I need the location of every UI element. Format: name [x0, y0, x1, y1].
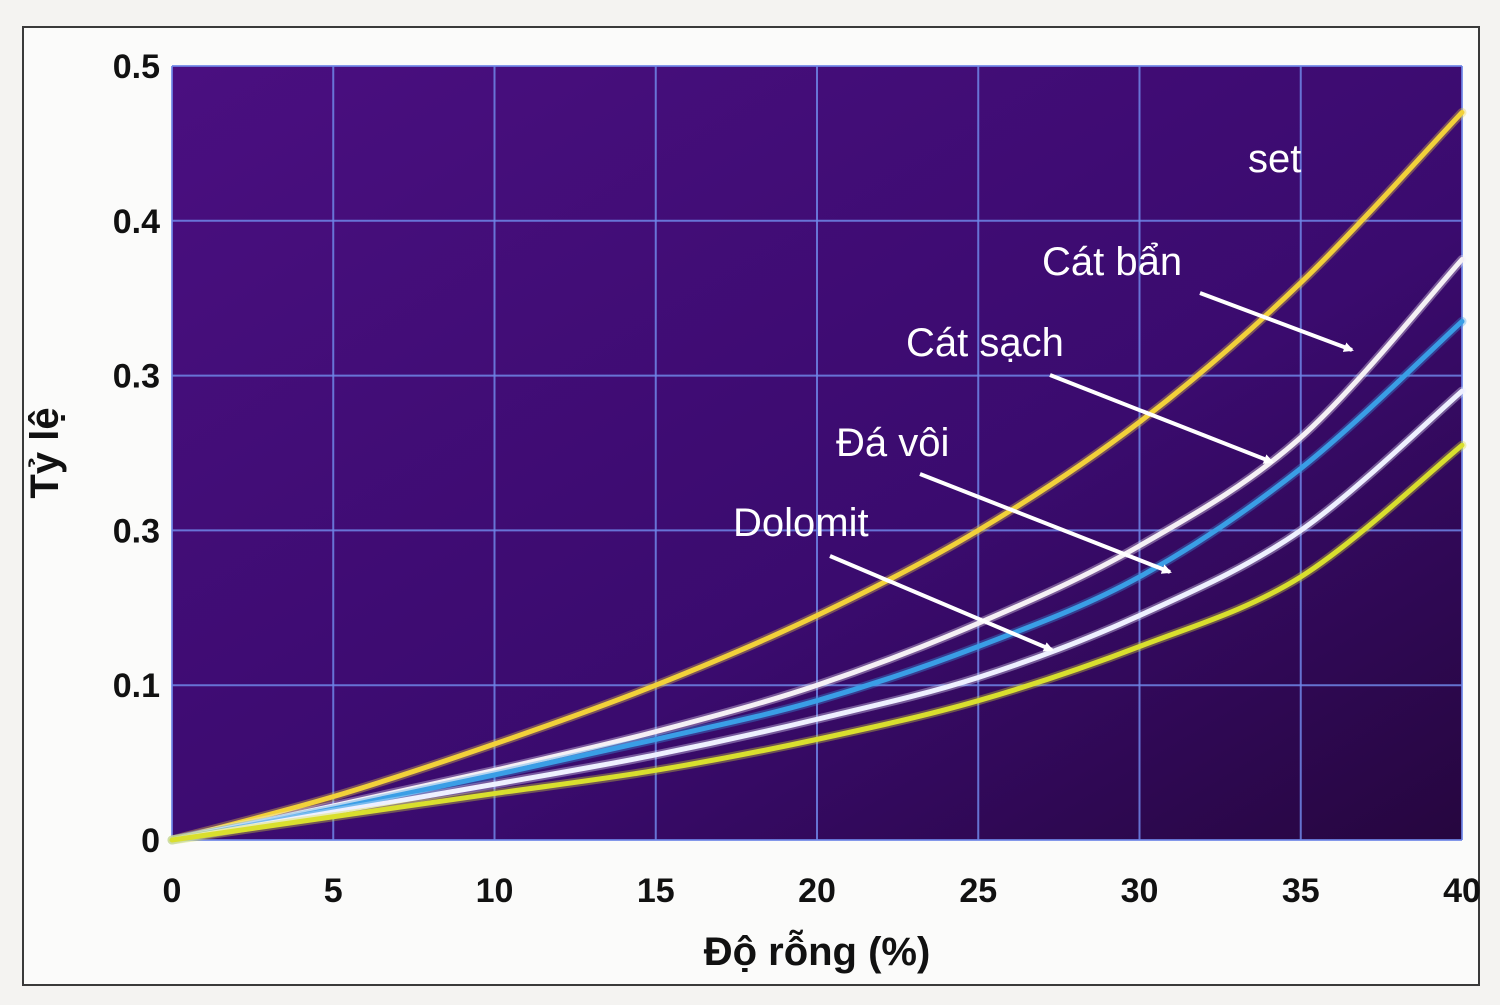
- series-line: [169, 318, 1465, 843]
- annotation-arrow: [829, 554, 1054, 652]
- series-annotation-label: Dolomit: [733, 501, 869, 545]
- x-tick-labels: 0 5 10 15 20 25 30 35 40: [163, 872, 1481, 910]
- annotation-arrow: [1199, 291, 1354, 352]
- series-annotation-label: set: [1248, 137, 1301, 181]
- series-line: [169, 442, 1465, 843]
- y-axis-title: Tỷ lệ: [23, 407, 67, 498]
- series-annotation-label: Cát bẩn: [1042, 240, 1182, 284]
- series-line: [169, 388, 1465, 843]
- y-tick-label: 0: [141, 822, 160, 860]
- x-tick-label: 30: [1121, 872, 1159, 910]
- y-tick-label: 0.4: [113, 203, 160, 241]
- series-annotation-label: Cát sạch: [906, 321, 1064, 365]
- x-tick-label: 15: [637, 872, 675, 910]
- y-tick-label: 0.5: [113, 48, 160, 86]
- x-tick-label: 25: [959, 872, 997, 910]
- x-tick-label: 20: [798, 872, 836, 910]
- x-axis-title: Độ rỗng (%): [704, 928, 931, 974]
- x-tick-label: 0: [163, 872, 182, 910]
- annotation-arrow: [1049, 373, 1274, 464]
- series-annotation-label: Đá vôi: [836, 421, 949, 465]
- grid-lines: [171, 65, 1463, 841]
- series-curves: [167, 107, 1467, 845]
- x-tick-label: 35: [1282, 872, 1320, 910]
- annotation-arrow: [919, 472, 1172, 574]
- x-tick-label: 40: [1443, 872, 1481, 910]
- series-line: [169, 109, 1465, 843]
- x-tick-label: 5: [324, 872, 343, 910]
- y-tick-label: 0.3: [113, 512, 160, 550]
- y-tick-label: 0.3: [113, 358, 160, 396]
- y-tick-label: 0.1: [113, 667, 160, 705]
- series-line: [169, 257, 1465, 843]
- y-tick-labels: 0 0.1 0.3 0.3 0.4 0.5: [113, 48, 160, 860]
- x-tick-label: 10: [476, 872, 514, 910]
- series-annotations: set Cát bẩn Cát sạch Đá vôi Dolomit: [733, 137, 1354, 652]
